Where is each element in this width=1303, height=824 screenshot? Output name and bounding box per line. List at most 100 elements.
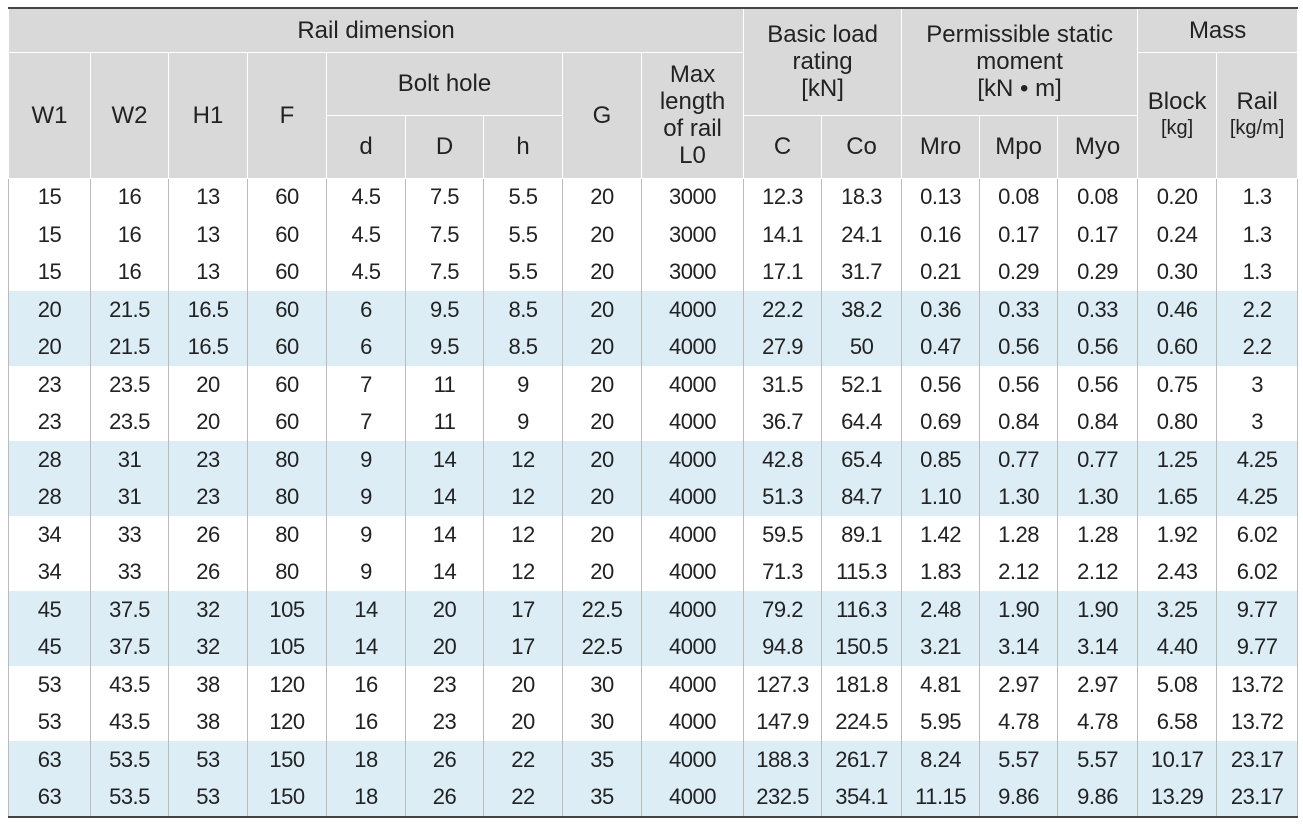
table-cell: 4000	[640, 778, 745, 817]
table-cell: 52.1	[821, 366, 903, 404]
table-cell: 4.78	[979, 703, 1059, 741]
table-cell: 38.2	[821, 291, 903, 329]
table-cell: 3.25	[1137, 591, 1218, 629]
table-cell: 0.33	[979, 291, 1059, 329]
table-cell: 22.5	[562, 591, 642, 629]
header-line: Permissible static	[926, 21, 1113, 49]
table-cell: 4.40	[1137, 628, 1218, 666]
header-row: Rail dimension Basic load rating [kN] Perm…	[7, 7, 1299, 116]
table-cell: 4000	[640, 478, 745, 516]
spec-table: Rail dimension Basic load rating [kN] Perm…	[7, 7, 1299, 818]
table-row: 63 53.5 53 150 18 26 22 35 4000 188.3 261.7 8.24 5.5…	[8, 741, 1299, 779]
table-cell: 30	[562, 666, 642, 704]
table-cell: 9	[326, 478, 406, 516]
table-cell: 6.58	[1137, 703, 1218, 741]
table-cell: 20	[562, 441, 642, 479]
table-header: Rail dimension Basic load rating [kN] Perm…	[7, 7, 1299, 179]
table-cell: 9	[483, 366, 563, 404]
table-cell: 53.5	[90, 741, 169, 779]
table-cell: 5.08	[1137, 666, 1218, 704]
table-row: 15 16 13 60 4.5 7.5 5.5 20 3000 12.3 18.3 0.13 0.08 0…	[8, 178, 1299, 216]
table-cell: 120	[247, 666, 327, 704]
table-row: 23 23.5 20 60 7 11 9 20 4000 36.7 64.4 0.69 0.84 0.84…	[8, 403, 1299, 441]
table-cell: 32	[168, 591, 248, 629]
table-cell: 23.5	[90, 403, 169, 441]
table-cell: 0.36	[901, 291, 981, 329]
table-cell: 9.77	[1216, 591, 1299, 629]
table-cell: 20	[562, 366, 642, 404]
header-cell: Mpo	[979, 114, 1059, 179]
table-cell: 13.72	[1216, 703, 1299, 741]
table-cell: 1.28	[979, 516, 1059, 554]
table-cell: 53	[8, 666, 91, 704]
table-cell: 6	[326, 291, 406, 329]
table-cell: 16	[90, 253, 169, 291]
table-cell: 188.3	[743, 741, 823, 779]
table-cell: 4000	[640, 628, 745, 666]
table-cell: 26	[168, 553, 248, 591]
table-cell: 1.83	[901, 553, 981, 591]
header-row: d D h C Co Mro Mpo Myo	[9, 114, 1298, 179]
table-cell: 20	[168, 366, 248, 404]
table-cell: 30	[562, 703, 642, 741]
table-cell: 0.16	[901, 216, 981, 254]
table-cell: 9	[326, 441, 406, 479]
header-line: Block	[1147, 88, 1207, 115]
table-cell: 0.56	[1057, 366, 1139, 404]
table-cell: 53	[168, 741, 248, 779]
table-cell: 7	[326, 403, 406, 441]
table-cell: 2.12	[979, 553, 1059, 591]
table-cell: 14	[405, 441, 484, 479]
table-cell: 20	[405, 591, 484, 629]
table-cell: 5.5	[483, 216, 563, 254]
table-cell: 4000	[640, 328, 745, 366]
table-cell: 4000	[640, 516, 745, 554]
table-cell: 4000	[640, 441, 745, 479]
table-cell: 9.5	[405, 328, 484, 366]
table-cell: 20	[562, 403, 642, 441]
table-cell: 5.57	[1057, 741, 1139, 779]
table-cell: 35	[562, 741, 642, 779]
table-cell: 31	[90, 478, 169, 516]
table-cell: 15	[8, 178, 91, 216]
table-cell: 80	[247, 441, 327, 479]
table-cell: 60	[247, 366, 327, 404]
table-cell: 0.17	[1057, 216, 1139, 254]
table-cell: 9.5	[405, 291, 484, 329]
table-cell: 7.5	[405, 216, 484, 254]
table-cell: 0.77	[979, 441, 1059, 479]
header-cell: h	[483, 114, 563, 179]
table-cell: 60	[247, 328, 327, 366]
table-cell: 0.47	[901, 328, 981, 366]
header-cell: F	[247, 51, 327, 179]
table-cell: 1.3	[1216, 178, 1299, 216]
table-row: 53 43.5 38 120 16 23 20 30 4000 147.9 224.5 5.95 4.7…	[8, 703, 1299, 741]
table-cell: 4000	[640, 403, 745, 441]
header-cell: Rail [kg/m]	[1216, 51, 1299, 179]
table-cell: 37.5	[90, 591, 169, 629]
table-cell: 17	[483, 591, 563, 629]
header-cell: Mro	[901, 114, 981, 179]
table-cell: 20	[562, 553, 642, 591]
table-cell: 10.17	[1137, 741, 1218, 779]
table-cell: 23	[168, 441, 248, 479]
table-cell: 32	[168, 628, 248, 666]
table-cell: 53	[8, 703, 91, 741]
table-cell: 80	[247, 553, 327, 591]
table-cell: 12.3	[743, 178, 823, 216]
table-cell: 60	[247, 291, 327, 329]
table-cell: 79.2	[743, 591, 823, 629]
table-cell: 0.56	[1057, 328, 1139, 366]
table-row: 15 16 13 60 4.5 7.5 5.5 20 3000 17.1 31.7 0.21 0.29 0…	[8, 253, 1299, 291]
table-cell: 1.3	[1216, 253, 1299, 291]
table-cell: 33	[90, 516, 169, 554]
table-cell: 23	[168, 478, 248, 516]
table-cell: 1.3	[1216, 216, 1299, 254]
table-cell: 1.90	[1057, 591, 1139, 629]
table-cell: 18	[326, 741, 406, 779]
table-cell: 22	[483, 741, 563, 779]
table-cell: 22.5	[562, 628, 642, 666]
table-cell: 16.5	[168, 328, 248, 366]
table-cell: 53.5	[90, 778, 169, 817]
table-cell: 43.5	[90, 666, 169, 704]
